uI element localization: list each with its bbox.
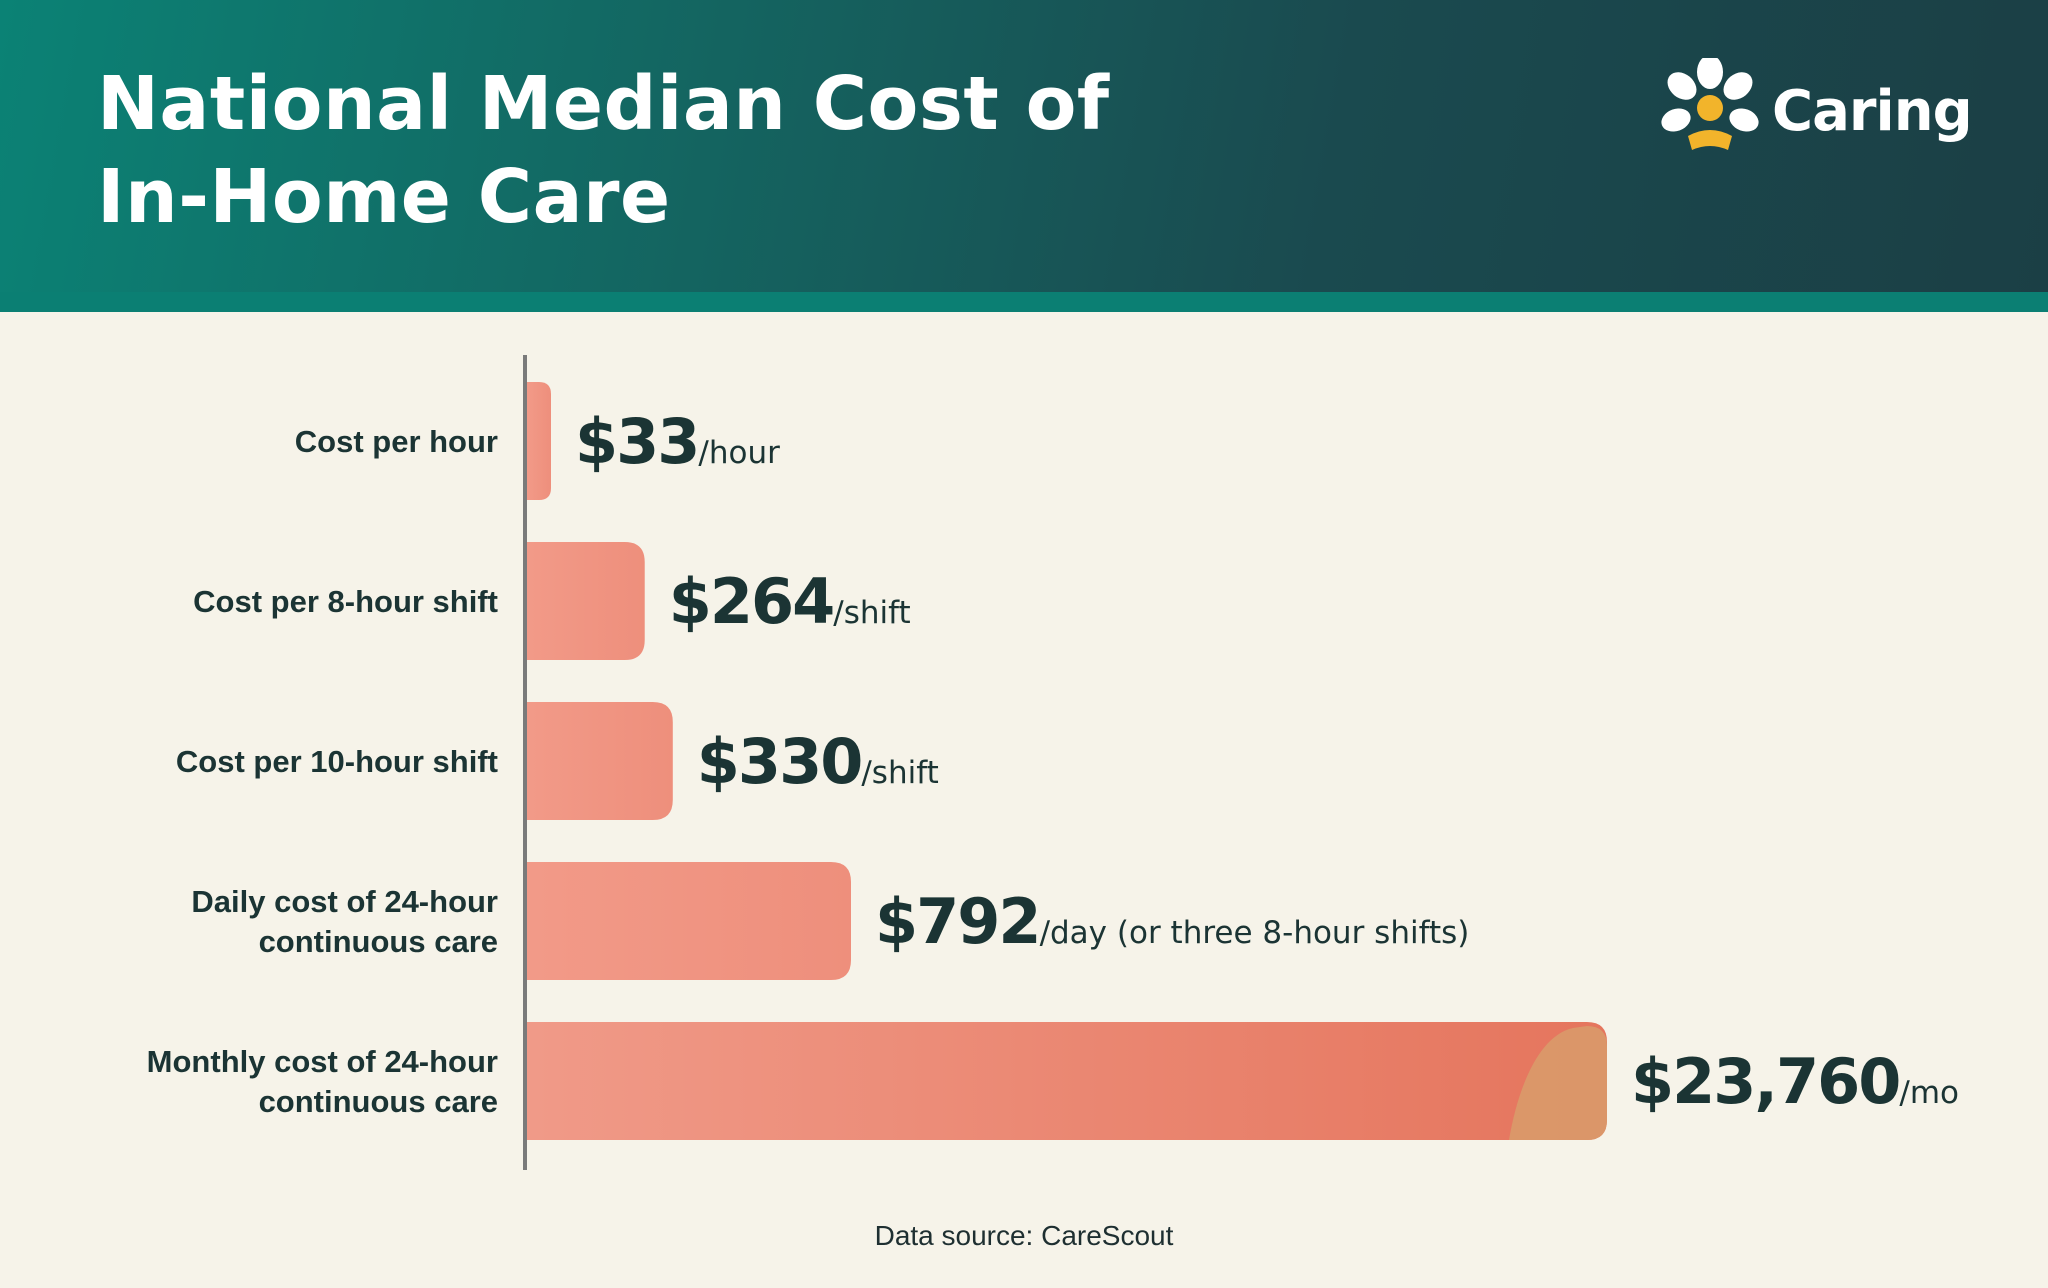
caring-logo: Caring: [1658, 58, 1973, 158]
bar-4: [527, 1022, 1607, 1140]
value-unit: /shift: [833, 595, 910, 631]
title-line-1: National Median Cost of: [97, 61, 1110, 147]
logo-text: Caring: [1772, 79, 1973, 144]
value-label: $23,760/mo: [1631, 1045, 1959, 1118]
value-number: $792: [875, 885, 1040, 958]
header-stripe: [0, 292, 2048, 312]
bar-3: [527, 862, 851, 980]
value-number: $264: [669, 565, 834, 638]
title-line-2: In-Home Care: [97, 154, 671, 240]
value-number: $23,760: [1631, 1045, 1899, 1118]
value-label: $792/day (or three 8-hour shifts): [875, 885, 1469, 958]
category-label: continuous care: [259, 1084, 498, 1119]
value-number: $33: [575, 405, 698, 478]
category-label: Cost per 8-hour shift: [193, 584, 498, 619]
flower-person-icon: [1661, 58, 1759, 150]
bar-tip-accent: [1509, 1026, 1607, 1140]
page-title: National Median Cost of In-Home Care: [97, 58, 1197, 244]
value-unit: /shift: [861, 755, 938, 791]
value-unit: /hour: [698, 435, 780, 471]
value-unit: /mo: [1899, 1075, 1959, 1111]
bar-0: [527, 382, 551, 500]
bar-2: [527, 702, 673, 820]
data-source: Data source: CareScout: [874, 1220, 1174, 1251]
value-number: $330: [697, 725, 862, 798]
category-label: continuous care: [259, 924, 498, 959]
category-label: Cost per hour: [295, 424, 498, 459]
category-label: Monthly cost of 24-hour: [147, 1044, 498, 1079]
category-label: Cost per 10-hour shift: [176, 744, 498, 779]
bar-1: [527, 542, 645, 660]
value-unit: /day (or three 8-hour shifts): [1040, 915, 1470, 951]
category-label: Daily cost of 24-hour: [191, 884, 498, 919]
value-label: $330/shift: [697, 725, 939, 798]
value-label: $33/hour: [575, 405, 780, 478]
bar-chart: Cost per hour $33/hour Cost per 8-hour shi…: [147, 355, 1959, 1170]
value-label: $264/shift: [669, 565, 911, 638]
